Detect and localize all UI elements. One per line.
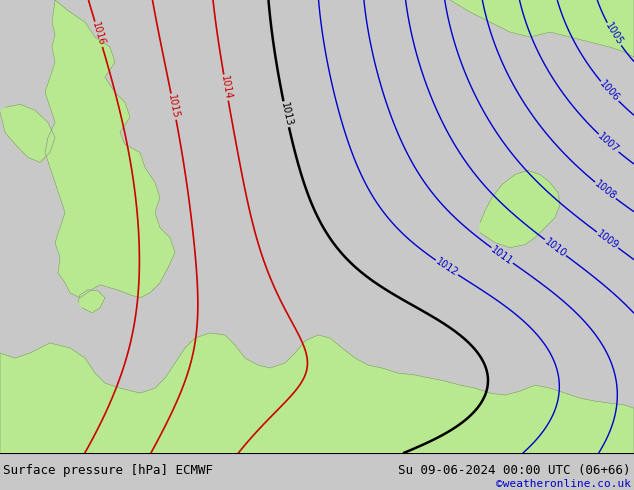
Text: 1016: 1016 — [91, 21, 107, 48]
Text: 1014: 1014 — [219, 74, 233, 100]
Text: Surface pressure [hPa] ECMWF: Surface pressure [hPa] ECMWF — [3, 464, 213, 477]
Text: 1011: 1011 — [489, 244, 515, 267]
Polygon shape — [78, 290, 105, 313]
Text: 1008: 1008 — [593, 179, 618, 202]
Polygon shape — [450, 0, 634, 57]
Polygon shape — [0, 104, 55, 163]
Text: 1009: 1009 — [595, 229, 620, 251]
Polygon shape — [45, 0, 175, 298]
Text: 1015: 1015 — [166, 94, 181, 120]
Text: 1013: 1013 — [279, 101, 294, 127]
Polygon shape — [480, 171, 560, 247]
Text: 1007: 1007 — [596, 131, 621, 155]
Text: ©weatheronline.co.uk: ©weatheronline.co.uk — [496, 479, 631, 489]
Polygon shape — [0, 333, 634, 453]
Text: 1010: 1010 — [543, 236, 568, 259]
Text: 1006: 1006 — [598, 79, 621, 104]
Text: 1005: 1005 — [603, 21, 624, 48]
Text: Su 09-06-2024 00:00 UTC (06+66): Su 09-06-2024 00:00 UTC (06+66) — [399, 464, 631, 477]
Text: 1012: 1012 — [434, 257, 460, 278]
